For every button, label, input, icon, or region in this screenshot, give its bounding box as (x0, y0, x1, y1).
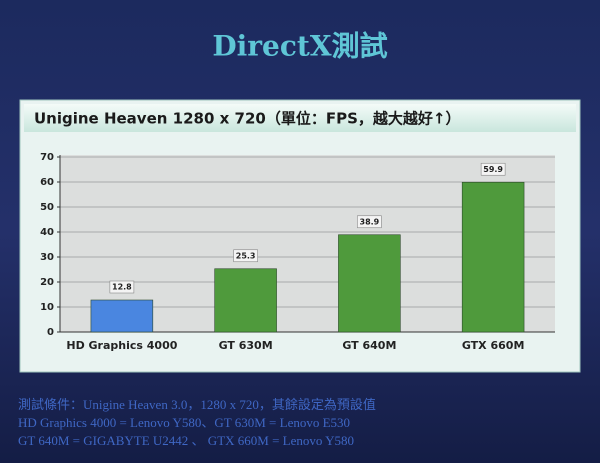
note: HD Graphics 4000 = Lenovo Y580、GT 630M =… (18, 415, 350, 430)
y-tick-label: 70 (40, 152, 54, 163)
bar (90, 299, 154, 333)
y-tick-label: 0 (47, 327, 54, 338)
value-label-box (109, 280, 135, 294)
y-tick-label: 30 (40, 252, 54, 263)
value-label: 25.3 (236, 251, 256, 260)
bar (214, 268, 277, 333)
bar (338, 234, 401, 333)
value-label-box (357, 215, 382, 229)
x-tick-label: GT 630M (219, 339, 273, 352)
y-tick-label: 20 (40, 277, 54, 288)
value-label: 38.9 (360, 217, 380, 226)
bar (461, 181, 525, 333)
value-label-box (480, 162, 506, 176)
x-tick-label: GT 640M (342, 339, 396, 352)
value-label: 59.9 (483, 165, 503, 174)
chart-header (24, 104, 576, 132)
chart-title: Unigine Heaven 1280 x 720（單位：FPS，越大越好↑） (34, 110, 460, 128)
value-label-box (233, 249, 258, 263)
y-tick-label: 40 (40, 227, 54, 238)
slide-title: DirectX測試 (212, 30, 387, 63)
value-label: 12.8 (112, 283, 132, 292)
chart: 0 10 20 30 40 50 60 70 HD Graphics 4000 12.8 GT 63… (40, 152, 555, 352)
note: 測試條件：Unigine Heaven 3.0，1280 x 720，其餘設定為… (18, 397, 376, 412)
y-tick-label: 10 (40, 302, 54, 313)
x-tick-label: HD Graphics 4000 (66, 339, 177, 352)
y-tick-label: 50 (40, 202, 54, 213)
y-tick-label: 60 (40, 177, 54, 188)
note: GT 640M = GIGABYTE U2442 、 GTX 660M = Le… (18, 433, 354, 448)
x-tick-label: GTX 660M (462, 339, 525, 352)
